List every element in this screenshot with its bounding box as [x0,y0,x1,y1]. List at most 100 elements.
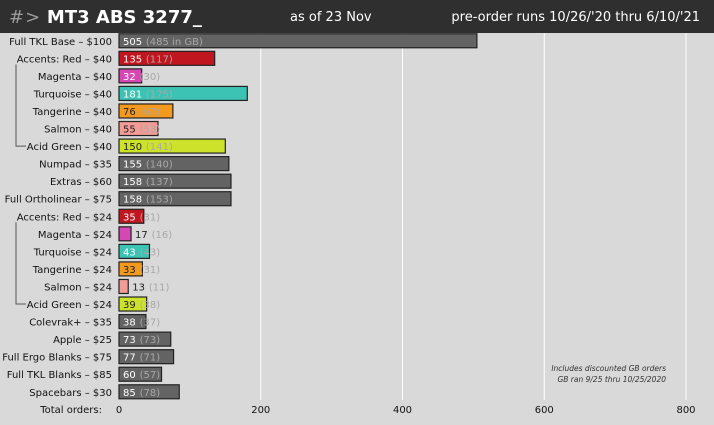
value-label-turquoise-40: 181 [123,89,142,100]
value-label-colevrak-35: 38 [123,318,136,329]
value-label-tangerine-40: 76 [123,107,136,118]
bar-tangerine-24 [118,261,143,277]
value-label-salmon-40: 55 [123,125,136,136]
secondary-label-accents-red-40: (117) [146,54,173,65]
category-label-tangerine-24: Tangerine – $24 [32,265,112,276]
bar-full-tkl-blanks-85 [118,366,163,382]
x-tick-label-600: 600 [535,405,554,416]
category-label-full-ergo-blanks-75: Full Ergo Blanks – $75 [2,353,112,364]
secondary-label-tangerine-24: (31) [140,265,161,276]
value-label-full-tkl-blanks-85: 60 [123,370,136,381]
secondary-label-turquoise-40: (175) [146,89,173,100]
value-label-full-ergo-blanks-75: 77 [123,353,136,364]
bar-apple-25 [118,331,172,347]
bar-acid-green-40 [118,138,226,154]
secondary-label-full-tkl-blanks-85: (57) [140,370,161,381]
secondary-label-tangerine-40: (67) [140,107,161,118]
secondary-label-full-ortholinear-75: (153) [146,195,173,206]
secondary-label-extras-60: (137) [146,177,173,188]
category-label-acid-green-24: Acid Green – $24 [27,300,112,311]
value-label-acid-green-24: 39 [123,300,136,311]
bar-numpad-35 [118,156,230,172]
secondary-label-accents-red-24: (31) [140,212,161,223]
footnote-line-2: GB ran 9/25 thru 10/25/2020 [557,375,666,384]
category-label-accents-red-40: Accents: Red – $40 [17,54,112,65]
category-label-acid-green-40: Acid Green – $40 [27,142,112,153]
category-label-salmon-40: Salmon – $40 [44,125,112,136]
secondary-label-acid-green-24: (38) [140,300,161,311]
footnote: Includes discounted GB orders GB ran 9/2… [551,363,666,385]
category-label-colevrak-35: Colevrak+ – $35 [29,318,112,329]
category-label-apple-25: Apple – $25 [53,335,112,346]
secondary-label-colevrak-35: (37) [140,318,161,329]
secondary-label-full-ergo-blanks-75: (71) [140,353,161,364]
value-label-tangerine-24: 33 [123,265,136,276]
category-label-salmon-24: Salmon – $24 [44,282,112,293]
secondary-label-salmon-40: (53) [140,125,161,136]
as-of-prefix: as of [290,10,322,25]
value-label-salmon-24: 13 [132,282,145,293]
footnote-line-1: Includes discounted GB orders [551,364,666,373]
category-label-turquoise-24: Turquoise – $24 [33,247,112,258]
bar-magenta-24 [118,226,132,242]
x-tick-label-200: 200 [251,405,270,416]
category-label-magenta-24: Magenta – $24 [38,230,112,241]
x-tick-label-0: 0 [116,405,122,416]
category-label-turquoise-40: Turquoise – $40 [33,89,112,100]
secondary-label-numpad-35: (140) [146,160,173,171]
logo-prefix: #> [9,7,42,28]
bar-extras-60 [118,173,232,189]
bar-salmon-24 [118,278,129,295]
as-of-label: as of 23 Nov [290,0,372,33]
secondary-label-salmon-24: (11) [149,282,170,293]
group-bracket-2 [15,222,26,305]
value-label-magenta-24: 17 [135,230,148,241]
secondary-label-magenta-24: (16) [152,230,173,241]
group-bracket-1 [15,64,26,147]
secondary-label-acid-green-40: (141) [146,142,173,153]
header-bar [0,0,714,33]
bar-salmon-40 [118,120,159,137]
bar-full-ergo-blanks-75 [118,349,175,365]
bar-full-ortholinear-75 [118,191,232,207]
preorder-dates: pre-order runs 10/26/'20 thru 6/10/'21 [451,10,700,25]
x-axis-label: Total orders: [39,405,102,416]
category-label-extras-60: Extras – $60 [50,177,112,188]
value-label-apple-25: 73 [123,335,136,346]
category-label-tangerine-40: Tangerine – $40 [32,107,112,118]
title-text: MT3 ABS 3277_ [46,7,202,28]
value-label-acid-green-40: 150 [123,142,142,153]
value-label-turquoise-24: 43 [123,247,136,258]
bar-colevrak-35 [118,313,147,330]
bar-turquoise-40 [118,85,248,102]
bar-acid-green-24 [118,296,148,312]
x-tick-label-800: 800 [676,405,695,416]
category-label-full-ortholinear-75: Full Ortholinear – $75 [5,195,112,206]
secondary-label-magenta-40: (30) [140,72,161,83]
category-label-numpad-35: Numpad – $35 [39,160,112,171]
value-label-magenta-40: 32 [123,72,136,83]
bar-spacebars-30 [118,384,180,400]
value-label-spacebars-30: 85 [123,388,136,399]
category-label-accents-red-24: Accents: Red – $24 [17,212,112,223]
as-of-date: 23 Nov [325,10,372,25]
value-label-accents-red-24: 35 [123,212,136,223]
category-label-spacebars-30: Spacebars – $30 [29,388,112,399]
bar-tangerine-40 [118,103,174,119]
category-label-full-tkl-blanks-85: Full TKL Blanks – $85 [7,370,112,381]
bar-magenta-40 [118,68,143,84]
bar-turquoise-24 [118,243,151,259]
secondary-label-full-tkl-base-100: (485 in GB) [146,37,203,48]
value-label-numpad-35: 155 [123,160,142,171]
value-label-accents-red-40: 135 [123,54,142,65]
category-label-magenta-40: Magenta – $40 [38,72,112,83]
secondary-label-spacebars-30: (78) [140,388,161,399]
bar-full-tkl-base-100 [118,33,478,49]
bar-accents-red-24 [118,208,145,224]
bar-accents-red-40 [118,50,216,66]
value-label-extras-60: 158 [123,177,142,188]
chart-title: #> MT3 ABS 3277_ [9,0,202,33]
secondary-label-apple-25: (73) [140,335,161,346]
